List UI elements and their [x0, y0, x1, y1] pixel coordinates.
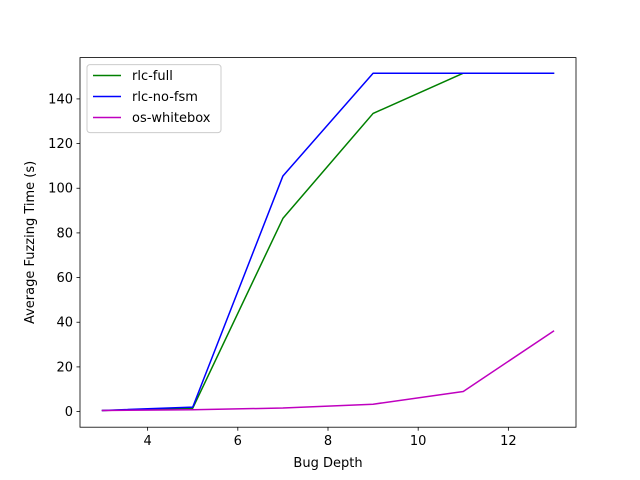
series-layer — [101, 72, 555, 412]
x-axis-ticks: 4 6 8 10 12 — [143, 427, 517, 449]
y-axis-label: Average Fuzzing Time (s) — [23, 161, 38, 324]
legend-label-os-whitebox: os-whitebox — [132, 111, 211, 126]
x-tick-label: 8 — [324, 434, 332, 449]
series-line-os-whitebox — [101, 330, 555, 412]
legend-label-rlc-no-fsm: rlc-no-fsm — [132, 90, 198, 105]
y-tick-label: 20 — [56, 360, 73, 375]
y-tick-label: 140 — [48, 92, 73, 107]
legend: rlc-full rlc-no-fsm os-whitebox — [86, 64, 222, 134]
legend-box — [86, 64, 222, 134]
x-axis-label: Bug Depth — [293, 456, 362, 471]
y-axis-ticks: 0 20 40 60 80 100 120 140 — [48, 92, 80, 420]
series-line-rlc-no-fsm — [101, 72, 555, 412]
x-tick-label: 12 — [500, 434, 517, 449]
y-tick-label: 100 — [48, 182, 73, 197]
y-tick-label: 60 — [56, 271, 73, 286]
y-tick-label: 120 — [48, 137, 73, 152]
y-tick-label: 40 — [56, 316, 73, 331]
x-tick-label: 6 — [234, 434, 242, 449]
legend-label-rlc-full: rlc-full — [132, 69, 173, 84]
x-tick-label: 4 — [143, 434, 151, 449]
y-tick-label: 80 — [56, 226, 73, 241]
y-tick-label: 0 — [65, 405, 73, 420]
x-tick-label: 10 — [410, 434, 427, 449]
